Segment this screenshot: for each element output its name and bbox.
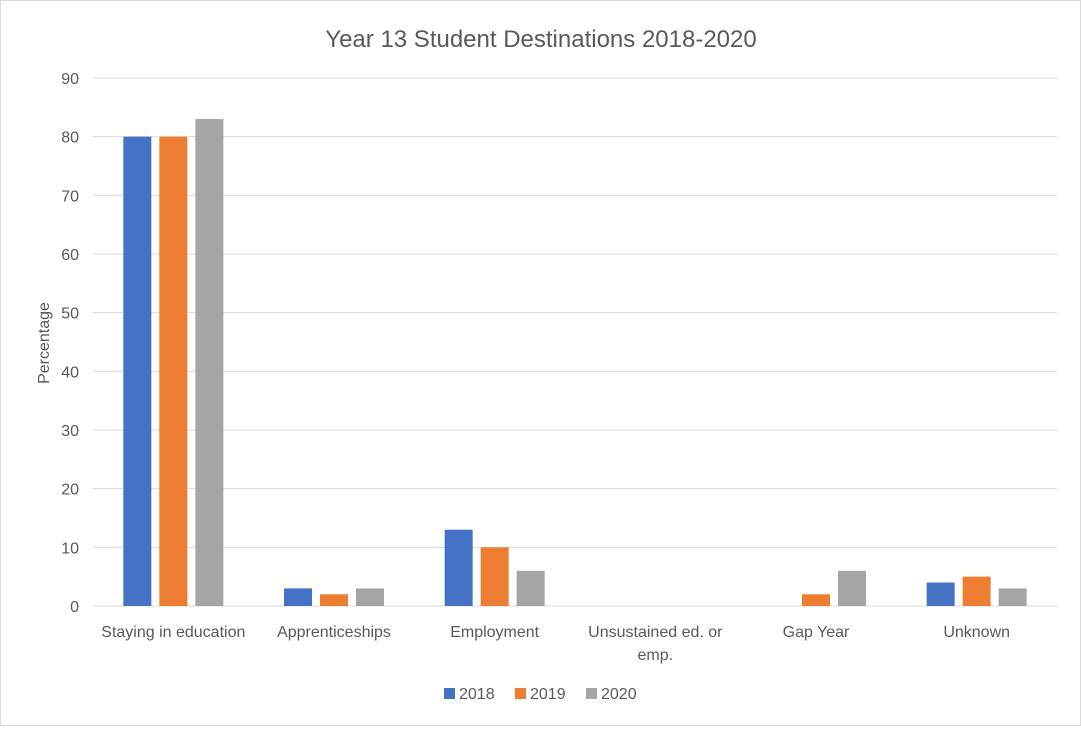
y-tick-label: 10 (61, 540, 79, 557)
bar-2020-0 (195, 119, 224, 607)
bar-2019-4 (802, 594, 830, 606)
legend-label: 2018 (459, 686, 495, 703)
x-tick-label-line: Employment (450, 624, 539, 641)
x-tick-label: Unknown (943, 624, 1010, 641)
legend-label: 2020 (601, 686, 637, 703)
y-tick-label: 80 (61, 130, 79, 147)
legend-swatch-2020 (586, 688, 597, 699)
y-tick-label: 50 (61, 306, 79, 323)
y-tick-label: 0 (70, 599, 79, 616)
bar-2019-5 (962, 576, 991, 606)
bar-2020-4 (838, 570, 866, 606)
y-axis-title: Percentage (36, 302, 53, 384)
x-tick-label: Employment (450, 624, 539, 641)
y-tick-label: 30 (61, 423, 79, 440)
x-tick-label: Gap Year (783, 624, 850, 641)
x-tick-label: Apprenticeships (277, 624, 391, 641)
y-axis-ticks: 0 10 20 30 40 50 60 70 80 90 (61, 71, 79, 616)
x-tick-label-line: emp. (638, 647, 674, 664)
x-tick-label: Staying in education (101, 624, 245, 641)
bar-2020-5 (998, 588, 1027, 606)
bar-2019-0 (159, 136, 188, 606)
bar-2019-1 (320, 594, 348, 606)
x-tick-label-line: Unknown (943, 624, 1010, 641)
x-tick-label: Unsustained ed. or emp. (588, 624, 723, 664)
chart-title: Year 13 Student Destinations 2018-2020 (325, 26, 756, 53)
x-tick-label-line: Staying in education (101, 624, 245, 641)
y-tick-label: 90 (61, 71, 79, 88)
y-tick-label: 60 (61, 247, 79, 264)
bar-2018-5 (926, 582, 955, 606)
legend-swatch-2019 (515, 688, 526, 699)
y-tick-label: 70 (61, 188, 79, 205)
x-tick-label-line: Apprenticeships (277, 624, 391, 641)
y-tick-label: 20 (61, 482, 79, 499)
y-tick-label: 40 (61, 364, 79, 381)
gridlines (93, 77, 1057, 607)
bars (123, 119, 1027, 607)
x-tick-label-line: Unsustained ed. or (588, 624, 723, 641)
bar-2020-2 (516, 570, 545, 606)
bar-2018-2 (444, 529, 473, 606)
legend-swatch-2018 (444, 688, 455, 699)
bar-2018-1 (284, 588, 312, 606)
bar-2019-2 (480, 547, 509, 606)
legend-label: 2019 (530, 686, 566, 703)
bar-2018-0 (123, 136, 152, 606)
bar-2020-1 (356, 588, 384, 606)
x-axis-ticks: Staying in education Apprenticeships Emplo… (101, 624, 1010, 664)
legend: 2018 2019 2020 (444, 686, 637, 703)
x-tick-label-line: Gap Year (783, 624, 850, 641)
